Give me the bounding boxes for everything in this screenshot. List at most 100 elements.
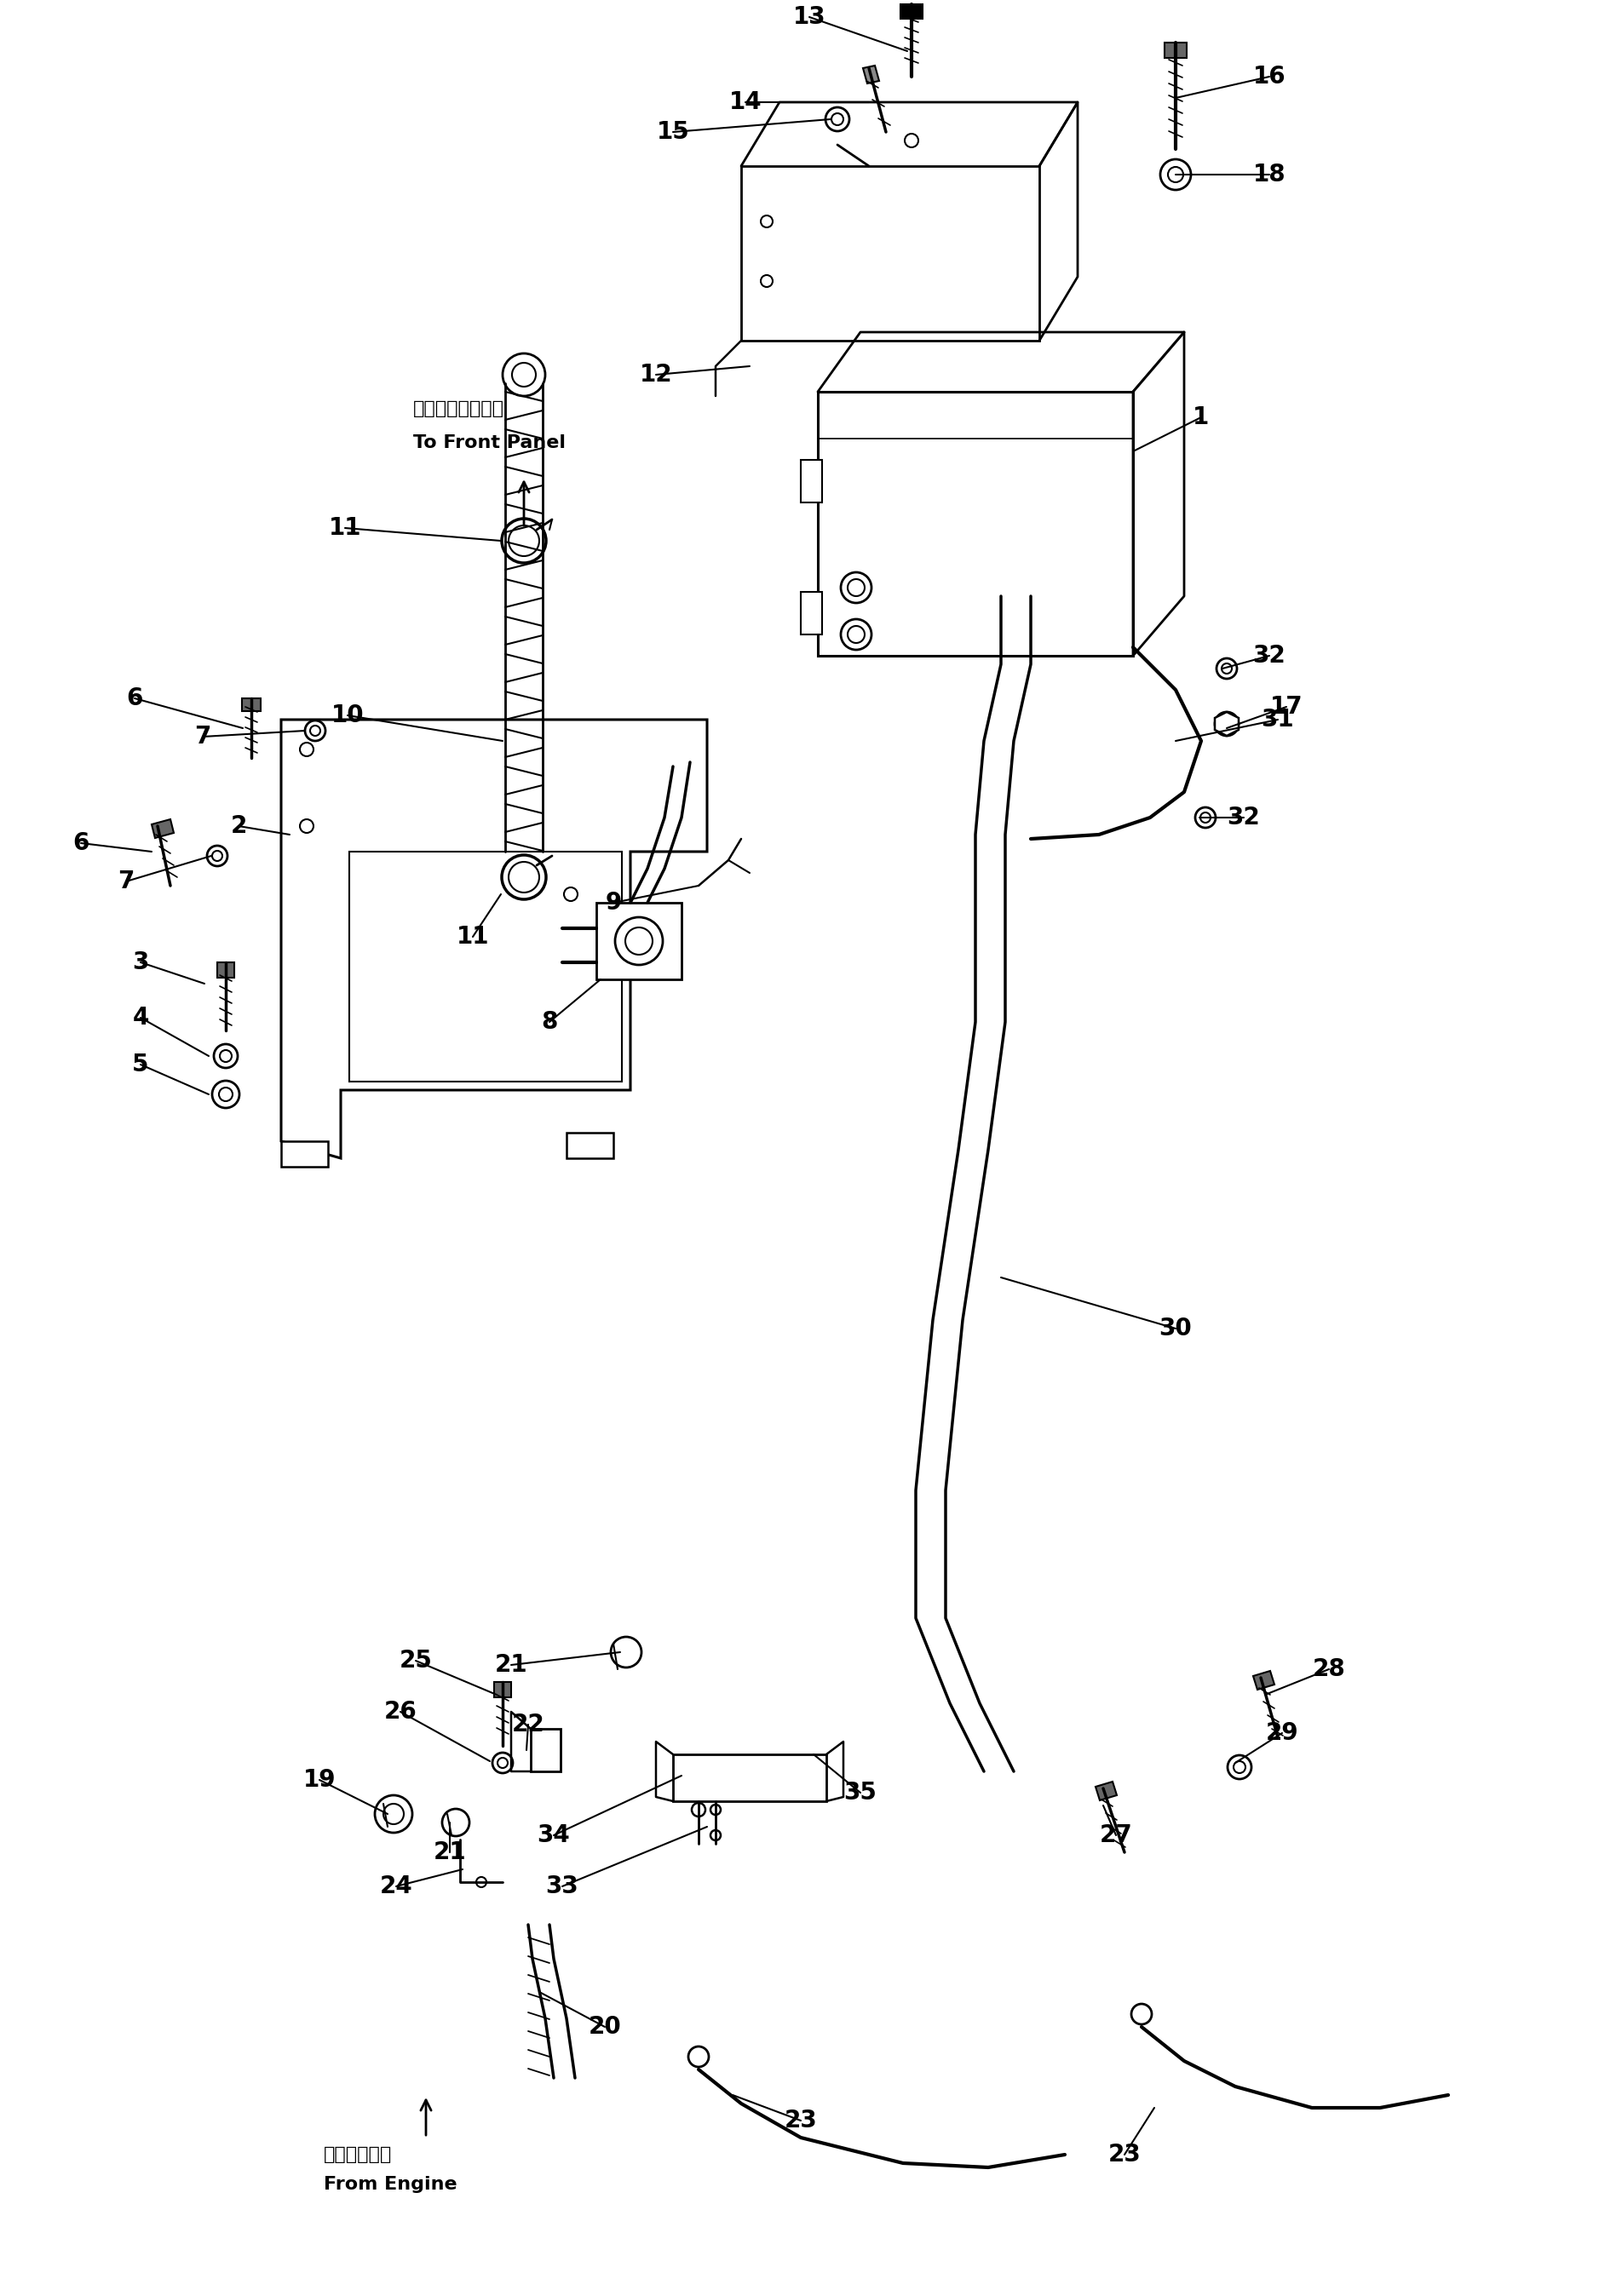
Circle shape: [1215, 712, 1239, 735]
Circle shape: [1233, 1761, 1246, 1773]
Polygon shape: [1215, 712, 1239, 735]
Circle shape: [1132, 2004, 1151, 2025]
Circle shape: [1161, 158, 1191, 191]
Text: 2: 2: [230, 815, 246, 838]
Text: 16: 16: [1254, 64, 1286, 90]
Polygon shape: [349, 852, 622, 1081]
Text: 22: 22: [512, 1713, 545, 1736]
Text: 11: 11: [456, 925, 489, 948]
Text: 17: 17: [1270, 696, 1303, 719]
Circle shape: [564, 886, 577, 900]
Circle shape: [502, 519, 547, 563]
Circle shape: [710, 1830, 721, 1841]
Text: 9: 9: [604, 891, 622, 914]
Circle shape: [1167, 168, 1183, 181]
Polygon shape: [863, 67, 879, 83]
Text: 18: 18: [1254, 163, 1286, 186]
Circle shape: [384, 1805, 405, 1825]
Text: 23: 23: [784, 2108, 817, 2133]
Text: 26: 26: [384, 1699, 417, 1724]
Circle shape: [512, 363, 536, 386]
Circle shape: [502, 854, 547, 900]
Circle shape: [847, 627, 865, 643]
Text: 14: 14: [729, 90, 761, 115]
Circle shape: [761, 216, 772, 227]
Polygon shape: [241, 698, 261, 712]
Text: 29: 29: [1266, 1722, 1298, 1745]
Circle shape: [374, 1795, 413, 1832]
Circle shape: [616, 916, 662, 964]
Bar: [596, 902, 681, 980]
Circle shape: [301, 742, 313, 755]
Circle shape: [497, 1759, 508, 1768]
Circle shape: [219, 1088, 232, 1102]
Circle shape: [477, 1878, 486, 1887]
Text: 28: 28: [1313, 1658, 1345, 1681]
Polygon shape: [217, 962, 235, 978]
Text: 7: 7: [118, 870, 134, 893]
Circle shape: [841, 572, 871, 604]
Circle shape: [492, 1752, 513, 1773]
Text: 7: 7: [195, 726, 211, 748]
Text: 20: 20: [588, 2016, 622, 2039]
Text: 35: 35: [844, 1782, 876, 1805]
Polygon shape: [1095, 1782, 1116, 1800]
Circle shape: [1194, 808, 1215, 829]
Circle shape: [692, 1802, 705, 1816]
Text: To Front Panel: To Front Panel: [413, 434, 566, 452]
Text: 8: 8: [540, 1010, 558, 1033]
Polygon shape: [1164, 44, 1186, 57]
Text: 4: 4: [133, 1006, 149, 1029]
Text: フロントパネルへ: フロントパネルへ: [413, 400, 504, 418]
Polygon shape: [494, 1683, 512, 1697]
Text: 34: 34: [537, 1823, 571, 1848]
Text: 32: 32: [1228, 806, 1260, 829]
Bar: [281, 1141, 328, 1166]
Circle shape: [310, 726, 320, 735]
Circle shape: [841, 620, 871, 650]
Circle shape: [1217, 659, 1238, 680]
Circle shape: [761, 276, 772, 287]
Circle shape: [301, 820, 313, 833]
Text: From Engine: From Engine: [323, 2177, 457, 2193]
Polygon shape: [152, 820, 174, 838]
Circle shape: [206, 845, 227, 866]
Circle shape: [508, 861, 539, 893]
Circle shape: [305, 721, 326, 742]
Bar: [673, 1754, 827, 1800]
Circle shape: [625, 928, 652, 955]
Polygon shape: [900, 5, 923, 18]
Circle shape: [1201, 813, 1210, 822]
Bar: [531, 1729, 561, 1773]
Circle shape: [825, 108, 849, 131]
Text: 33: 33: [545, 1874, 579, 1899]
Text: 32: 32: [1252, 643, 1286, 668]
Circle shape: [611, 1637, 641, 1667]
Polygon shape: [281, 719, 707, 1157]
Text: 23: 23: [1108, 2142, 1142, 2167]
Bar: [801, 459, 822, 503]
Circle shape: [688, 2046, 708, 2066]
Bar: [742, 165, 1039, 340]
Text: 6: 6: [126, 687, 142, 709]
Text: 24: 24: [379, 1874, 413, 1899]
Text: 21: 21: [494, 1653, 528, 1676]
Circle shape: [219, 1049, 232, 1063]
Text: 27: 27: [1100, 1823, 1132, 1848]
Text: 1: 1: [1193, 406, 1209, 429]
Text: 3: 3: [133, 951, 149, 974]
Text: 5: 5: [133, 1052, 149, 1077]
Text: 31: 31: [1262, 707, 1294, 732]
Circle shape: [831, 113, 843, 126]
Text: 25: 25: [400, 1649, 432, 1671]
Text: 13: 13: [793, 5, 825, 30]
Text: 21: 21: [433, 1841, 467, 1864]
Circle shape: [710, 1805, 721, 1814]
Circle shape: [443, 1809, 470, 1837]
Text: 6: 6: [72, 831, 90, 854]
Text: 11: 11: [329, 517, 361, 540]
Circle shape: [214, 1045, 238, 1068]
Circle shape: [213, 852, 222, 861]
Text: 30: 30: [1159, 1316, 1193, 1341]
Circle shape: [502, 354, 545, 395]
